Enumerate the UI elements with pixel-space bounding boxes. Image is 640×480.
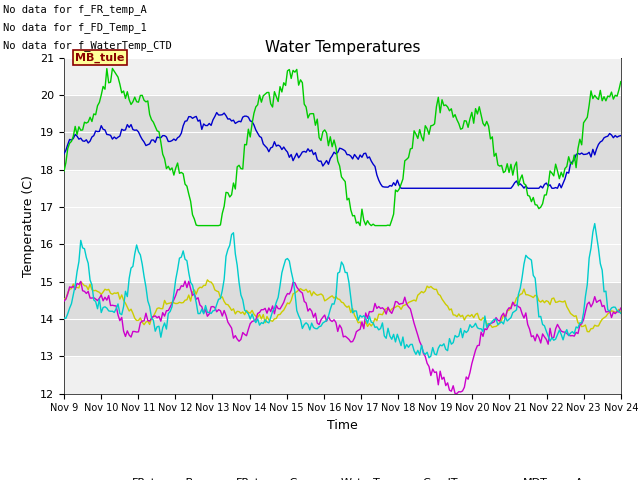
Text: MB_tule: MB_tule [75, 52, 125, 63]
X-axis label: Time: Time [327, 419, 358, 432]
Text: No data for f_FD_Temp_1: No data for f_FD_Temp_1 [3, 22, 147, 33]
Text: No data for f_WaterTemp_CTD: No data for f_WaterTemp_CTD [3, 40, 172, 51]
Bar [64, 282, 621, 356]
Legend: FR_temp_B, FR_temp_C, WaterT, CondTemp, MDTemp_A: FR_temp_B, FR_temp_C, WaterT, CondTemp, … [96, 473, 589, 480]
Title: Water Temperatures: Water Temperatures [265, 40, 420, 55]
Bar [64, 95, 621, 169]
Y-axis label: Temperature (C): Temperature (C) [22, 175, 35, 276]
Text: No data for f_FR_temp_A: No data for f_FR_temp_A [3, 4, 147, 15]
